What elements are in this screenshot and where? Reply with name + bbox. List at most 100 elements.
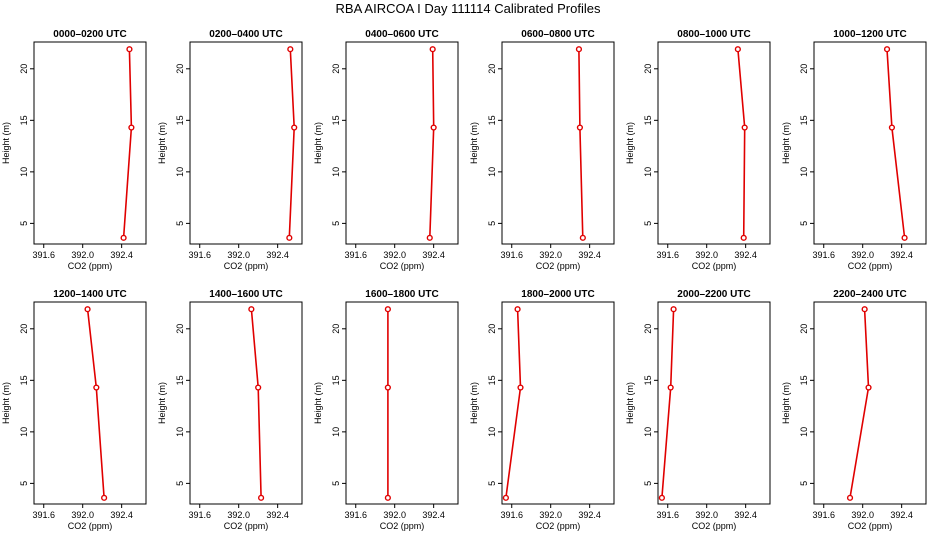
- x-tick-label: 392.4: [110, 510, 133, 520]
- y-tick-label: 15: [331, 375, 341, 385]
- profile-point: [120, 234, 127, 241]
- y-tick-label: 5: [175, 221, 185, 226]
- y-tick-label: 10: [19, 427, 29, 437]
- x-tick-label: 392.4: [110, 250, 133, 260]
- x-tick-label: 392.4: [578, 510, 601, 520]
- x-tick-label: 392.0: [695, 250, 718, 260]
- panel-title: 0800–1000 UTC: [677, 29, 750, 40]
- profile-point: [734, 46, 741, 53]
- profile-point: [429, 46, 436, 53]
- plot-frame: [345, 301, 459, 505]
- y-axis-label: Height (m): [781, 122, 791, 164]
- y-axis-label: Height (m): [625, 382, 635, 424]
- y-tick-label: 15: [175, 115, 185, 125]
- x-tick-label: 392.4: [734, 510, 757, 520]
- profile-point: [901, 234, 908, 241]
- x-tick-label: 391.6: [188, 250, 211, 260]
- panel-title: 0400–0600 UTC: [365, 29, 438, 40]
- x-tick-label: 391.6: [500, 510, 523, 520]
- y-axis-label: Height (m): [157, 382, 167, 424]
- y-tick-label: 15: [175, 375, 185, 385]
- panel-title: 1600–1800 UTC: [365, 289, 438, 300]
- y-tick-label: 5: [799, 481, 809, 486]
- profile-line: [505, 309, 522, 498]
- y-tick-label: 20: [487, 324, 497, 334]
- profile-point: [514, 306, 521, 313]
- profile-point: [670, 306, 677, 313]
- panel-title: 2000–2200 UTC: [677, 289, 750, 300]
- y-tick-label: 5: [643, 221, 653, 226]
- plot-frame: [657, 41, 771, 245]
- y-tick-label: 10: [799, 167, 809, 177]
- y-tick-label: 15: [331, 115, 341, 125]
- profile-point: [502, 494, 509, 501]
- y-tick-label: 20: [799, 324, 809, 334]
- x-axis-label: CO2 (ppm): [848, 521, 893, 531]
- y-tick-label: 10: [643, 167, 653, 177]
- plot-frame: [501, 301, 615, 505]
- y-tick-label: 20: [19, 324, 29, 334]
- x-tick-label: 392.0: [539, 250, 562, 260]
- x-tick-label: 392.4: [578, 250, 601, 260]
- y-tick-label: 10: [487, 167, 497, 177]
- profile-point: [888, 124, 896, 131]
- profile-point: [255, 384, 262, 391]
- x-tick-label: 392.0: [539, 510, 562, 520]
- y-tick-label: 5: [487, 221, 497, 226]
- x-axis-label: CO2 (ppm): [68, 261, 113, 271]
- y-axis-label: Height (m): [157, 122, 167, 164]
- profile-point: [426, 234, 433, 241]
- x-tick-label: 392.0: [227, 510, 250, 520]
- y-tick-label: 20: [799, 64, 809, 74]
- profile-point: [883, 46, 891, 53]
- y-tick-label: 15: [799, 115, 809, 125]
- y-tick-label: 5: [643, 481, 653, 486]
- y-tick-label: 20: [331, 64, 341, 74]
- x-tick-label: 391.6: [344, 250, 367, 260]
- y-axis-label: Height (m): [1, 382, 11, 424]
- profile-point: [291, 124, 298, 131]
- y-tick-label: 15: [487, 115, 497, 125]
- figure-title: RBA AIRCOA I Day 111114 Calibrated Profi…: [335, 1, 601, 16]
- y-tick-label: 20: [19, 64, 29, 74]
- x-tick-label: 392.4: [890, 250, 913, 260]
- y-tick-label: 5: [487, 481, 497, 486]
- plot-frame: [189, 301, 303, 505]
- profile-line: [886, 49, 906, 238]
- plot-frame: [33, 41, 147, 245]
- y-tick-label: 10: [331, 427, 341, 437]
- panel-title: 0200–0400 UTC: [209, 29, 282, 40]
- profile-point: [287, 46, 294, 53]
- profile-line: [250, 309, 262, 498]
- x-tick-label: 392.0: [383, 250, 406, 260]
- y-tick-label: 15: [643, 375, 653, 385]
- panel-title: 0600–0800 UTC: [521, 29, 594, 40]
- y-tick-label: 5: [19, 481, 29, 486]
- y-tick-label: 20: [643, 64, 653, 74]
- panel-title: 1000–1200 UTC: [833, 29, 906, 40]
- x-tick-label: 391.6: [32, 250, 55, 260]
- plot-frame: [813, 41, 927, 245]
- profile-point: [384, 384, 391, 391]
- x-tick-label: 392.4: [266, 510, 289, 520]
- x-axis-label: CO2 (ppm): [692, 261, 737, 271]
- profile-point: [861, 306, 868, 313]
- x-tick-label: 392.4: [266, 250, 289, 260]
- y-tick-label: 5: [331, 221, 341, 226]
- x-tick-label: 392.0: [227, 250, 250, 260]
- y-tick-label: 10: [643, 427, 653, 437]
- x-axis-label: CO2 (ppm): [68, 521, 113, 531]
- x-axis-label: CO2 (ppm): [380, 521, 425, 531]
- panel-title: 0000–0200 UTC: [53, 29, 126, 40]
- x-axis-label: CO2 (ppm): [224, 261, 269, 271]
- x-tick-label: 391.6: [656, 510, 679, 520]
- profile-line: [661, 309, 675, 498]
- plot-frame: [501, 41, 615, 245]
- y-tick-label: 5: [799, 221, 809, 226]
- x-tick-label: 392.0: [383, 510, 406, 520]
- panel-title: 1400–1600 UTC: [209, 289, 282, 300]
- y-tick-label: 20: [175, 64, 185, 74]
- y-axis-label: Height (m): [469, 122, 479, 164]
- x-tick-label: 391.6: [188, 510, 211, 520]
- profile-line: [122, 49, 133, 238]
